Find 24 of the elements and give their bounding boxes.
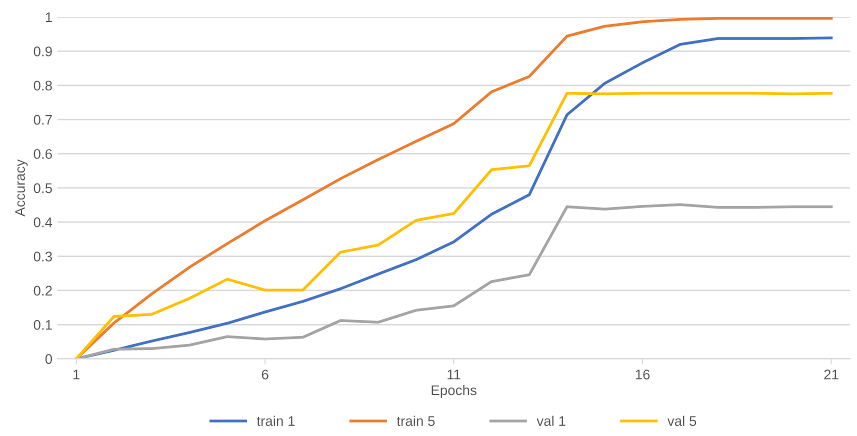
- x-tick-label: 11: [448, 370, 460, 380]
- line-series: [74, 203, 833, 359]
- y-tick-label: 0.5: [34, 183, 52, 194]
- y-tick-label: 0.2: [34, 286, 52, 296]
- x-tick-label: 1: [73, 370, 80, 380]
- y-tick-label: 0.3: [34, 252, 52, 262]
- legend-label: val 5: [667, 416, 696, 426]
- y-tick-label: 0: [45, 354, 52, 364]
- legend-label: val 1: [536, 416, 566, 426]
- y-tick-label: 0.6: [34, 149, 52, 159]
- legend-label: train 1: [256, 416, 295, 426]
- y-tick-label: 0.8: [34, 80, 52, 91]
- y-tick-label: 0.4: [34, 217, 52, 228]
- y-tick-label: 0.1: [34, 320, 52, 330]
- x-tick-label: 16: [636, 370, 650, 380]
- y-axis-title: Accuracy: [15, 159, 28, 216]
- line-series: [74, 92, 833, 359]
- y-tick-label: 1: [46, 12, 52, 22]
- x-axis-title: Epochs: [432, 384, 476, 398]
- x-tick-label: 6: [262, 370, 268, 380]
- y-tick-label: 0.9: [34, 46, 52, 56]
- y-tick-label: 0.7: [34, 114, 52, 125]
- x-tick-label: 21: [824, 370, 838, 380]
- legend-label: train 5: [396, 416, 435, 426]
